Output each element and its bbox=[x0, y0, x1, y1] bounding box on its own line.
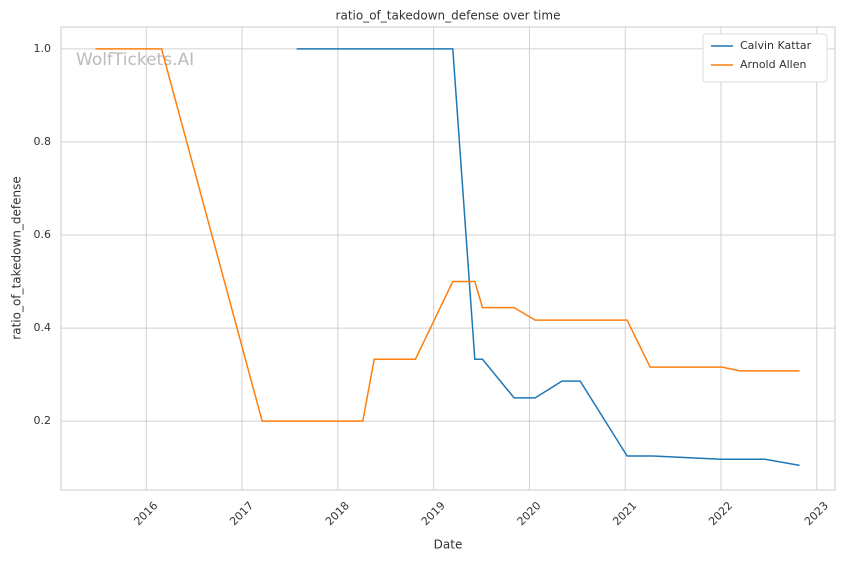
legend-label: Calvin Kattar bbox=[740, 39, 812, 52]
watermark: WolfTickets.AI bbox=[76, 50, 194, 70]
legend-box bbox=[702, 33, 828, 83]
series-line bbox=[296, 48, 800, 467]
legend-label: Arnold Allen bbox=[740, 58, 806, 71]
y-tick-label: 0.2 bbox=[34, 414, 52, 427]
y-tick-label: 0.4 bbox=[34, 321, 52, 334]
plot-frame bbox=[60, 26, 836, 491]
y-tick-label: 0.6 bbox=[34, 228, 52, 241]
y-axis-label: ratio_of_takedown_defense bbox=[10, 176, 24, 339]
chart-title: ratio_of_takedown_defense over time bbox=[336, 9, 561, 23]
y-tick-label: 1.0 bbox=[34, 42, 52, 55]
series-line bbox=[95, 48, 800, 422]
y-tick-label: 0.8 bbox=[34, 135, 52, 148]
x-axis-label: Date bbox=[434, 538, 463, 552]
